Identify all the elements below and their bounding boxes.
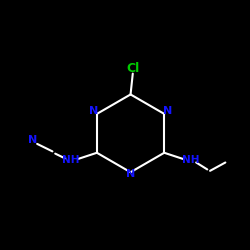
Text: NH: NH: [182, 155, 199, 165]
Text: N: N: [28, 135, 38, 145]
Text: N: N: [88, 106, 98, 117]
Text: N: N: [126, 169, 135, 179]
Text: N: N: [163, 106, 172, 117]
Text: NH: NH: [62, 155, 79, 165]
Text: Cl: Cl: [127, 62, 140, 75]
